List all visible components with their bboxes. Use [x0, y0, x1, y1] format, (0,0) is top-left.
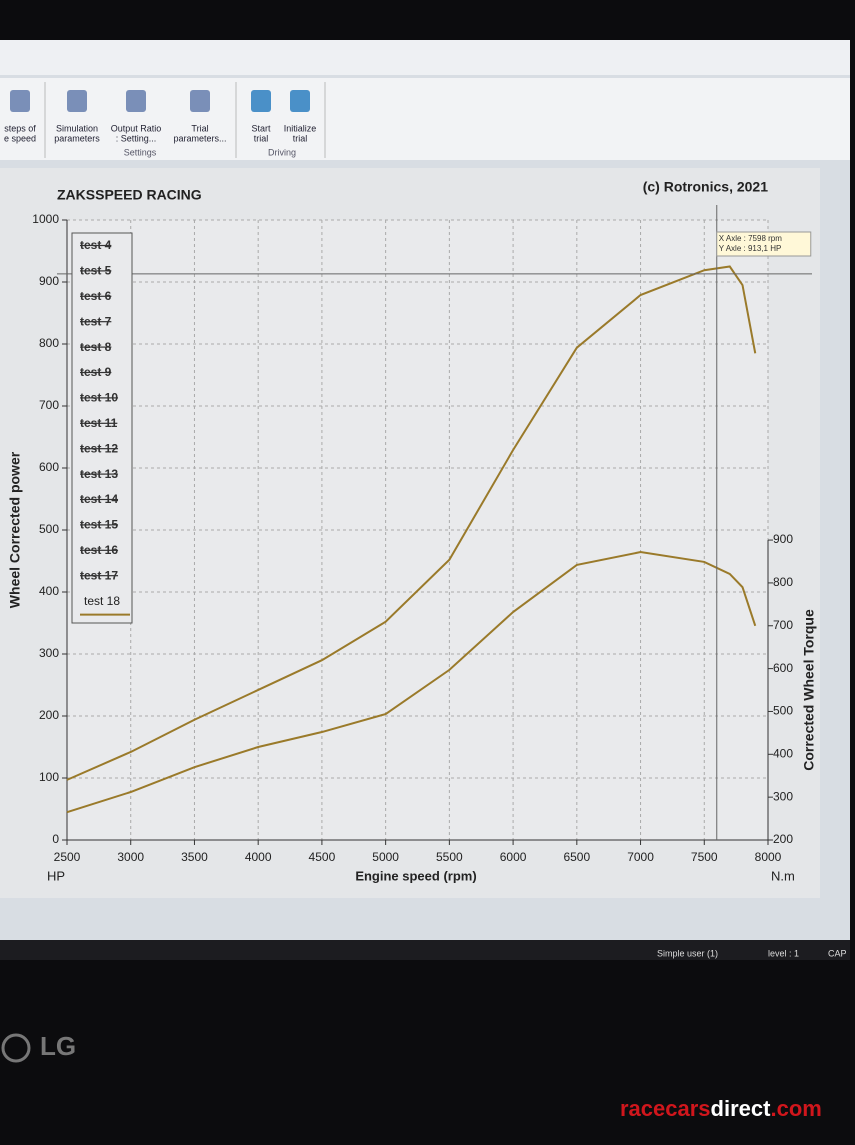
y-tick-label: 500 [39, 522, 59, 536]
legend [71, 232, 133, 624]
y2-tick-label: 500 [773, 704, 793, 718]
y-tick-label: 100 [39, 770, 59, 784]
watermark: racecarsdirect.com [620, 1096, 822, 1121]
legend-entry: test 18 [84, 594, 120, 608]
series-line [66, 551, 757, 814]
y2-tick-label: 400 [773, 746, 793, 760]
brand: LG [40, 1031, 76, 1061]
toolbar-label: parameters [54, 133, 100, 143]
y-tick-label: 1000 [32, 212, 59, 226]
x-tick-label: 6500 [563, 850, 590, 864]
toolbar-label: : Setting... [116, 133, 157, 143]
toolbar-icon [10, 90, 30, 112]
y-tick-label: 800 [39, 336, 59, 350]
legend-entry: test 14 [80, 492, 118, 506]
y-tick-label: 900 [39, 274, 59, 288]
y2-tick-label: 300 [773, 789, 793, 803]
y-tick-label: 700 [39, 398, 59, 412]
toolbar-label: Trial [191, 123, 208, 133]
brand-logo [1, 1033, 31, 1063]
y2-unit: N.m [771, 868, 795, 883]
legend-entry: test 10 [80, 391, 118, 405]
chart-subtitle: (c) Rotronics, 2021 [643, 179, 768, 195]
status-text: level : 1 [768, 948, 799, 958]
legend-entry: test 6 [80, 289, 112, 303]
legend-entry: test 7 [80, 314, 112, 328]
y2-tick-label: 600 [773, 661, 793, 675]
x-axis-label: Engine speed (rpm) [355, 868, 476, 883]
x-tick-label: 5500 [436, 850, 463, 864]
legend-entry: test 8 [80, 340, 112, 354]
toolbar-label: Output Ratio [111, 123, 162, 133]
toolbar-label: parameters... [173, 133, 226, 143]
legend-entry: test 11 [80, 416, 118, 430]
y2-tick-label: 700 [773, 618, 793, 632]
x-tick-label: 3000 [117, 850, 144, 864]
x-tick-label: 7000 [627, 850, 654, 864]
status-text: Simple user (1) [657, 948, 718, 958]
legend-entry: test 13 [80, 467, 118, 481]
status-bar [0, 940, 850, 960]
y-tick-label: 300 [39, 646, 59, 660]
x-tick-label: 4000 [245, 850, 272, 864]
x-tick-label: 5000 [372, 850, 399, 864]
y2-tick-label: 900 [773, 532, 793, 546]
x-tick-label: 2500 [54, 850, 81, 864]
x-tick-label: 8000 [755, 850, 782, 864]
y-tick-label: 600 [39, 460, 59, 474]
cursor-label: X Axle : 7598 rpm [719, 234, 782, 243]
chart-title: ZAKSSPEED RACING [57, 187, 202, 203]
cursor-label: Y Axle : 913,1 HP [719, 244, 782, 253]
x-tick-label: 6000 [500, 850, 527, 864]
series-line [66, 265, 757, 781]
y-tick-label: 0 [52, 832, 59, 846]
toolbar-group: Driving [268, 147, 296, 157]
y-tick-label: 200 [39, 708, 59, 722]
toolbar-label: e speed [4, 133, 36, 143]
toolbar-label: trial [293, 133, 308, 143]
toolbar-label: trial [254, 133, 269, 143]
y2-tick-label: 800 [773, 575, 793, 589]
status-text: CAP [828, 948, 847, 958]
toolbar-label: Simulation [56, 123, 98, 133]
legend-entry: test 15 [80, 518, 118, 532]
x-tick-label: 3500 [181, 850, 208, 864]
legend-entry: test 9 [80, 365, 112, 379]
toolbar-icon [126, 90, 146, 112]
y2-tick-label: 200 [773, 832, 793, 846]
x-tick-label: 7500 [691, 850, 718, 864]
legend-entry: test 12 [80, 441, 118, 455]
title-bar [0, 40, 850, 75]
toolbar-icon [190, 90, 210, 112]
y-axis-label: Wheel Corrected power [7, 451, 23, 608]
toolbar-icon [290, 90, 310, 112]
legend-entry: test 16 [80, 543, 118, 557]
toolbar-group: Settings [124, 147, 157, 157]
toolbar-icon [67, 90, 87, 112]
y-unit: HP [47, 868, 65, 883]
toolbar-label: steps of [4, 123, 36, 133]
legend-entry: test 5 [80, 264, 112, 278]
x-tick-label: 4500 [309, 850, 336, 864]
toolbar-label: Start [251, 123, 271, 133]
y-tick-label: 400 [39, 584, 59, 598]
toolbar-icon [251, 90, 271, 112]
legend-entry: test 17 [80, 568, 118, 582]
cursor-box [716, 231, 812, 257]
toolbar-label: Initialize [284, 123, 317, 133]
y2-axis-label: Corrected Wheel Torque [801, 609, 817, 771]
legend-entry: test 4 [80, 238, 112, 252]
